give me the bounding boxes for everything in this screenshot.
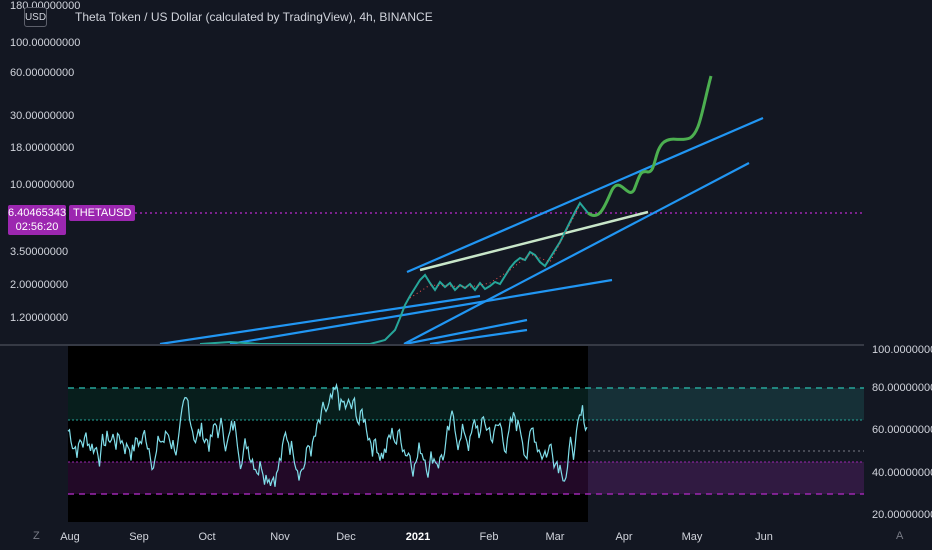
channel-upper-line[interactable] — [406, 116, 764, 274]
rsi-line — [67, 382, 588, 487]
time-tick-label: 2021 — [405, 531, 431, 543]
projection-path[interactable] — [587, 75, 713, 217]
rsi-axis[interactable]: 100.00000000 80.00000000 60.00000000 40.000… — [866, 0, 932, 530]
auto-scale-button[interactable]: A — [896, 530, 904, 542]
time-tick-label: Sep — [129, 531, 149, 543]
rsi-tick-label: 20.00000000 — [872, 509, 932, 522]
price-tick-label: 3.50000000 — [10, 246, 69, 258]
price-chart[interactable] — [0, 0, 864, 344]
rsi-tick-label: 80.00000000 — [872, 382, 932, 394]
time-tick-label: Mar — [545, 531, 565, 543]
short-line-2[interactable] — [429, 328, 528, 344]
time-tick-label: Dec — [336, 531, 356, 543]
time-axis[interactable]: Aug Sep Oct Nov Dec 2021 Feb Mar Apr May Jun — [0, 526, 932, 550]
support-line-2[interactable] — [229, 278, 613, 344]
support-line-long[interactable] — [159, 294, 481, 344]
price-candles — [199, 201, 589, 344]
price-tick-label: 10.00000000 — [10, 179, 75, 191]
time-tick-label: Aug — [60, 531, 80, 543]
time-tick-label: Oct — [198, 531, 216, 543]
rsi-upper-band — [68, 388, 864, 420]
symbol-badge: THETAUSD — [69, 205, 136, 221]
time-tick-label: May — [681, 531, 703, 543]
price-tick-label: 1.20000000 — [10, 312, 69, 324]
price-tick-label: 18.00000000 — [10, 142, 75, 154]
price-candles-red — [409, 204, 581, 299]
current-price-value: 6.40465343 — [8, 207, 67, 219]
timezone-z-icon[interactable]: Z — [33, 530, 40, 542]
currency-button[interactable]: USD — [24, 7, 47, 27]
chart-title[interactable]: Theta Token / US Dollar (calculated by T… — [75, 10, 433, 24]
countdown-timer: 02:56:20 — [15, 221, 59, 233]
time-tick-label: Nov — [270, 531, 290, 543]
rsi-pane-background — [68, 346, 588, 522]
rsi-tick-label: 100.00000000 — [872, 344, 932, 356]
price-tick-label: 2.00000000 — [10, 279, 69, 291]
price-tick-label: 30.00000000 — [10, 110, 75, 122]
current-price-badge: 6.40465343 02:56:20 — [8, 205, 66, 235]
channel-lower-line[interactable] — [403, 162, 750, 344]
price-tick-label: 60.00000000 — [10, 67, 75, 79]
short-line-1[interactable] — [404, 318, 528, 344]
price-axis[interactable]: 100.00000000 60.00000000 30.00000000 18.000… — [10, 0, 80, 344]
rsi-lower-band — [68, 462, 864, 494]
time-tick-label: Jun — [755, 531, 773, 543]
price-tick-label: 100.00000000 — [10, 37, 81, 49]
pane-divider[interactable] — [0, 344, 864, 346]
time-tick-label: Apr — [615, 531, 633, 543]
rsi-tick-label: 60.00000000 — [872, 424, 932, 437]
resistance-guideline[interactable] — [419, 210, 649, 272]
rsi-tick-label: 40.00000000 — [872, 466, 932, 479]
rsi-chart[interactable] — [0, 346, 864, 526]
time-tick-label: Feb — [479, 531, 499, 543]
